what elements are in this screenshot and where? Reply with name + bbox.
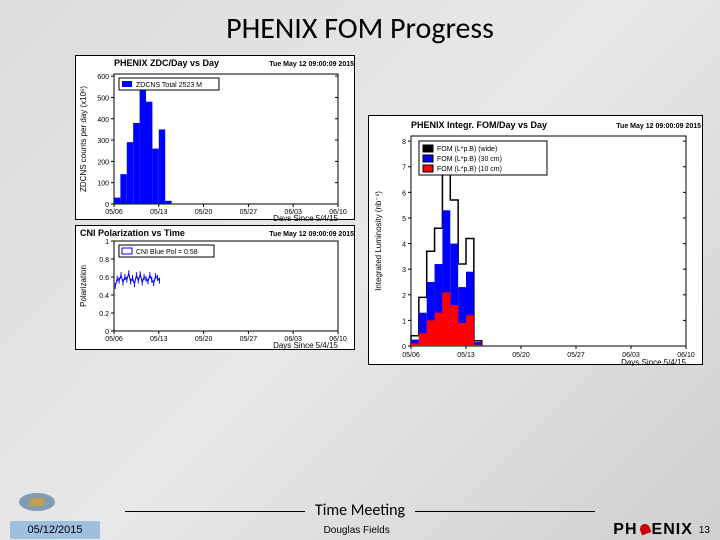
meeting-title: Time Meeting [0,501,720,520]
slide-title: PHENIX FOM Progress [0,0,720,47]
svg-text:Days Since 5/4/15: Days Since 5/4/15 [273,214,338,221]
svg-text:4: 4 [402,242,406,249]
svg-text:3: 3 [402,267,406,274]
svg-text:05/20: 05/20 [512,352,530,359]
phenix-logo-icon [638,523,652,537]
svg-text:05/06: 05/06 [402,352,420,359]
svg-text:05/06: 05/06 [105,336,123,343]
svg-text:05/13: 05/13 [150,336,168,343]
svg-text:2: 2 [402,293,406,300]
svg-text:PHENIX Integr. FOM/Day vs Day: PHENIX Integr. FOM/Day vs Day [411,120,547,130]
svg-text:1: 1 [402,318,406,325]
svg-text:05/27: 05/27 [567,352,585,359]
svg-text:7: 7 [402,165,406,172]
chart-fom: PHENIX Integr. FOM/Day vs Day Tue May 12 … [368,115,703,365]
svg-text:Tue May 12 09:00:09 2015: Tue May 12 09:00:09 2015 [269,231,354,238]
svg-text:300: 300 [97,138,109,145]
svg-text:100: 100 [97,181,109,188]
svg-text:0: 0 [402,344,406,351]
svg-text:0.6: 0.6 [99,275,109,282]
svg-text:6: 6 [402,190,406,197]
svg-text:05/20: 05/20 [195,336,213,343]
svg-text:Tue May 12 09:00:09 2015: Tue May 12 09:00:09 2015 [616,123,701,130]
svg-text:200: 200 [97,159,109,166]
svg-text:0.4: 0.4 [99,293,109,300]
svg-text:Tue May 12 09:00:09 2015: Tue May 12 09:00:09 2015 [269,61,354,68]
svg-text:05/20: 05/20 [195,209,213,216]
svg-text:0.8: 0.8 [99,257,109,264]
footer-date: 05/12/2015 [10,521,100,539]
svg-text:05/13: 05/13 [150,209,168,216]
phenix-logo: PH ENIX [613,521,693,539]
svg-text:CNI Polarization vs Time: CNI Polarization vs Time [80,228,185,238]
svg-text:FOM (L*p.B) (wide): FOM (L*p.B) (wide) [437,146,497,153]
svg-text:600: 600 [97,74,109,81]
svg-text:PHENIX ZDC/Day vs Day: PHENIX ZDC/Day vs Day [114,58,219,68]
svg-text:1: 1 [105,239,109,246]
svg-text:05/06: 05/06 [105,209,123,216]
svg-text:8: 8 [402,139,406,146]
phenix-logo-ph: PH [613,521,637,538]
svg-text:05/13: 05/13 [457,352,475,359]
chart-zdc: PHENIX ZDC/Day vs Day Tue May 12 09:00:09… [75,55,355,220]
svg-text:FOM (L*p.B) (30 cm): FOM (L*p.B) (30 cm) [437,156,502,163]
footer-author: Douglas Fields [324,525,390,536]
svg-text:Polarization: Polarization [79,265,88,307]
page-number: 13 [699,525,710,536]
svg-text:Days Since 5/4/15: Days Since 5/4/15 [621,358,686,366]
svg-text:05/27: 05/27 [240,209,258,216]
svg-text:ZDCNS Total 2523 M: ZDCNS Total 2523 M [136,82,202,89]
svg-text:400: 400 [97,117,109,124]
svg-text:0: 0 [105,202,109,209]
svg-text:05/27: 05/27 [240,336,258,343]
svg-text:Integrated Luminosity (nb⁻¹): Integrated Luminosity (nb⁻¹) [374,191,383,291]
svg-text:Days Since 5/4/15: Days Since 5/4/15 [273,341,338,350]
svg-text:5: 5 [402,216,406,223]
svg-text:0: 0 [105,329,109,336]
svg-text:FOM (L*p.B) (10 cm): FOM (L*p.B) (10 cm) [437,166,502,173]
chart-cni: CNI Polarization vs Time Tue May 12 09:00… [75,225,355,350]
svg-text:500: 500 [97,95,109,102]
svg-text:CNI Blue Pol = 0.58: CNI Blue Pol = 0.58 [136,249,198,256]
svg-text:ZDCNS counts per day (x10⁶): ZDCNS counts per day (x10⁶) [79,86,88,192]
footer-bar: 05/12/2015 Douglas Fields PH ENIX 13 [0,520,720,540]
phenix-logo-enix: ENIX [652,521,693,538]
svg-text:0.2: 0.2 [99,311,109,318]
